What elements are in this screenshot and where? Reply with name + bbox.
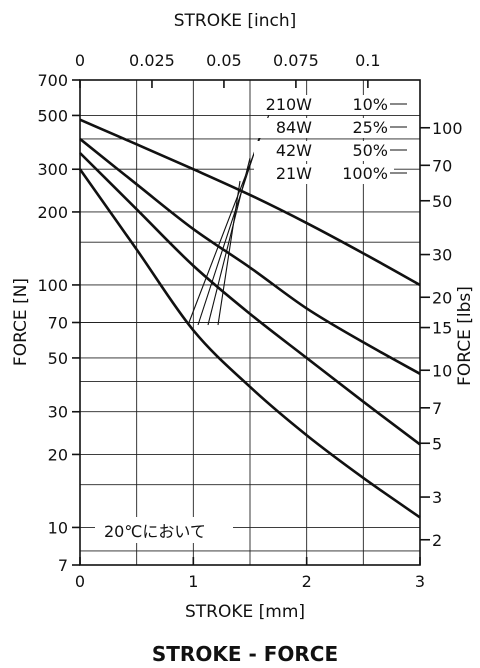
plot-frame [79, 79, 421, 566]
legend-item-watts: 84W [276, 118, 312, 137]
left-tick-label: 70 [48, 314, 68, 333]
left-tick-label: 700 [37, 71, 68, 90]
legend-leader-line [197, 134, 261, 326]
left-tick-label: 7 [58, 556, 68, 575]
top-tick-label: 0.075 [273, 51, 319, 70]
bottom-tick-label: 2 [302, 572, 312, 591]
right-tick-label: 7 [432, 399, 442, 418]
series-curve [78, 168, 421, 519]
right-tick-label: 15 [432, 319, 452, 338]
legend-item-backdrop [254, 95, 394, 115]
legend-item-backdrop [254, 141, 394, 161]
legend-item-duty: 100% [342, 164, 388, 183]
left-tick-label: 30 [48, 403, 68, 422]
legend-item-watts: 42W [276, 141, 312, 160]
legend-item-backdrop [254, 164, 394, 184]
right-axis-title: FORCE [lbs] [455, 286, 475, 386]
right-tick-label: 100 [432, 119, 463, 138]
top-tick-label: 0.025 [129, 51, 175, 70]
chart-caption: STROKE - FORCE [152, 642, 338, 666]
legend-item-backdrop [254, 118, 394, 138]
left-axis-title: FORCE [N] [11, 278, 31, 366]
bottom-tick-label: 3 [415, 572, 425, 591]
legend-item-duty: 10% [352, 95, 388, 114]
top-tick-label: 0 [75, 51, 85, 70]
legend-leader-line [207, 157, 251, 326]
left-tick-label: 100 [37, 276, 68, 295]
right-tick-label: 5 [432, 434, 442, 453]
series-curve [79, 152, 421, 446]
right-tick-label: 70 [432, 156, 452, 175]
right-tick-label: 50 [432, 192, 452, 211]
right-tick-label: 3 [432, 488, 442, 507]
top-axis-title: STROKE [inch] [174, 11, 297, 31]
left-axis-ticks: 7 10 20 30 50 70 100 200 300 500 700 [37, 71, 80, 575]
top-tick-label: 0.1 [355, 51, 380, 70]
right-tick-label: 2 [432, 531, 442, 550]
top-axis-ticks: 0 0.025 0.05 0.075 0.1 [75, 51, 381, 88]
right-axis-ticks: 2 3 5 7 10 15 20 30 50 70 100 [420, 119, 463, 550]
left-tick-label: 500 [37, 106, 68, 125]
series-curve [79, 118, 421, 287]
legend-item-watts: 21W [276, 164, 312, 183]
right-tick-label: 30 [432, 246, 452, 265]
temperature-annotation: 20℃において [95, 517, 233, 543]
series-curves [78, 118, 421, 519]
right-tick-label: 20 [432, 288, 452, 307]
legend-item-duty: 50% [352, 141, 388, 160]
bottom-tick-label: 1 [188, 572, 198, 591]
legend: 210W 10% 84W 25% 42W 50% 21W 100% [254, 95, 407, 184]
left-tick-label: 20 [48, 445, 68, 464]
bottom-tick-label: 0 [75, 572, 85, 591]
series-curve [79, 137, 421, 375]
left-tick-label: 50 [48, 349, 68, 368]
left-tick-label: 200 [37, 203, 68, 222]
legend-item-watts: 210W [266, 95, 313, 114]
legend-item-duty: 25% [352, 118, 388, 137]
temperature-annotation-text: 20℃において [104, 522, 206, 541]
bottom-axis-title: STROKE [mm] [185, 602, 305, 622]
right-tick-label: 10 [432, 361, 452, 380]
left-tick-label: 10 [48, 518, 68, 537]
left-tick-label: 300 [37, 160, 68, 179]
top-tick-label: 0.05 [206, 51, 242, 70]
